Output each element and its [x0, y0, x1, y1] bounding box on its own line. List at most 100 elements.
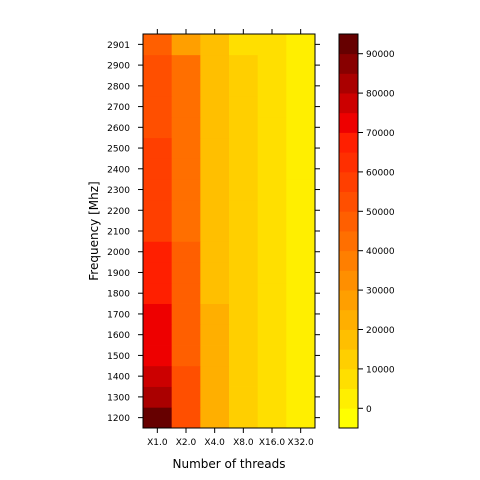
- heatmap-cell: [171, 303, 201, 325]
- colorbar-swatch: [339, 93, 358, 114]
- heatmap-cell: [171, 179, 201, 201]
- colorbar-tick-label: 0: [366, 405, 372, 415]
- colorbar-swatch: [339, 53, 358, 74]
- x-tick-label: X4.0: [204, 438, 225, 448]
- colorbar-swatch: [339, 368, 358, 389]
- heatmap-cell: [200, 324, 230, 346]
- y-tick-label: 1700: [107, 310, 130, 320]
- heatmap-cell: [286, 241, 316, 263]
- heatmap-cell: [171, 220, 201, 242]
- heatmap-cell: [200, 241, 230, 263]
- heatmap-cell: [286, 179, 316, 201]
- y-tick-label: 2901: [107, 41, 130, 51]
- heatmap-cell: [143, 324, 173, 346]
- heatmap-cell: [229, 75, 259, 97]
- heatmap-cell: [200, 262, 230, 284]
- heatmap-cell: [143, 262, 173, 284]
- y-tick-label: 2600: [107, 124, 130, 134]
- heatmap-cell: [257, 158, 287, 180]
- heatmap-cell: [286, 345, 316, 367]
- heatmap-cell: [143, 282, 173, 304]
- colorbar-tick-label: 90000: [366, 50, 395, 60]
- x-tick-label: X16.0: [259, 438, 285, 448]
- heatmap-cell: [229, 365, 259, 387]
- heatmap-cell: [143, 241, 173, 263]
- heatmap-cell: [229, 137, 259, 159]
- x-tick-label: X32.0: [288, 438, 314, 448]
- y-tick-label: 1500: [107, 352, 130, 362]
- y-tick-label: 1300: [107, 393, 130, 403]
- heatmap-cell: [143, 34, 173, 56]
- y-axis-title: Frequency [Mhz]: [87, 181, 101, 280]
- y-tick-label: 1600: [107, 331, 130, 341]
- heatmap-cell: [257, 324, 287, 346]
- heatmap-cell: [286, 303, 316, 325]
- y-tick-label: 2200: [107, 207, 130, 217]
- y-tick-label: 2100: [107, 228, 130, 238]
- heatmap-cell: [200, 407, 230, 429]
- heatmap-cell: [229, 282, 259, 304]
- plot-axes: X1.0 X2.0 X4.0 X8.0 X16.0 X32.0 1200 1300 1400 15…: [107, 29, 320, 448]
- heatmap-cell: [286, 137, 316, 159]
- colorbar-swatch: [339, 290, 358, 311]
- heatmap-cell: [257, 116, 287, 139]
- heatmap-cell: [286, 199, 316, 222]
- heatmap-cell: [200, 75, 230, 97]
- heatmap-cell: [229, 303, 259, 325]
- colorbar-swatch: [339, 171, 358, 192]
- heatmap-cell: [229, 199, 259, 222]
- heatmap-cell: [171, 75, 201, 97]
- heatmap-cell: [200, 179, 230, 201]
- heatmap-cell: [143, 179, 173, 201]
- colorbar-tick-label: 10000: [366, 365, 395, 375]
- heatmap-cell: [143, 345, 173, 367]
- heatmap-cell: [200, 220, 230, 242]
- heatmap-cell: [286, 220, 316, 242]
- heatmap-cell: [229, 407, 259, 429]
- heatmap-cell: [200, 54, 230, 76]
- heatmap-cell: [229, 116, 259, 139]
- colorbar-swatch: [339, 73, 358, 94]
- heatmap-cell: [257, 75, 287, 97]
- heatmap-cell: [257, 199, 287, 222]
- colorbar: 0 10000 20000 30000 40000 50000 60000 70000 8000…: [338, 33, 395, 429]
- heatmap-cell: [286, 386, 316, 408]
- heatmap-cell: [171, 345, 201, 367]
- colorbar-swatch: [339, 309, 358, 330]
- heatmap-cell: [143, 199, 173, 222]
- heatmap-cell: [257, 365, 287, 387]
- y-tick-label: 2700: [107, 103, 130, 113]
- x-tick-label: X2.0: [176, 438, 197, 448]
- heatmap-cell: [200, 345, 230, 367]
- colorbar-swatch: [339, 132, 358, 153]
- colorbar-frame: [338, 33, 359, 429]
- y-tick-label: 2500: [107, 145, 130, 155]
- heatmap-cell: [257, 179, 287, 201]
- heatmap-cell: [171, 158, 201, 180]
- heatmap-cell: [257, 137, 287, 159]
- heatmap-cell: [143, 303, 173, 325]
- heatmap-cell: [257, 345, 287, 367]
- colorbar-swatch: [339, 34, 358, 55]
- heatmap-cell: [257, 241, 287, 263]
- y-tick-label: 1800: [107, 290, 130, 300]
- colorbar-tick-label: 80000: [366, 90, 395, 100]
- heatmap-cell: [143, 158, 173, 180]
- heatmap-cell: [200, 199, 230, 222]
- heatmap-cell: [286, 262, 316, 284]
- colorbar-swatch: [339, 349, 358, 370]
- heatmap-cell: [143, 75, 173, 97]
- y-tick-label: 1900: [107, 269, 130, 279]
- heatmap-cell: [286, 158, 316, 180]
- heatmap-cell: [257, 262, 287, 284]
- heatmap-cell: [143, 407, 173, 429]
- x-tick-label: X8.0: [233, 438, 254, 448]
- colorbar-swatch: [339, 388, 358, 409]
- heatmap-cell: [257, 54, 287, 76]
- colorbar-swatch: [339, 329, 358, 350]
- heatmap-cell: [229, 386, 259, 408]
- heatmap-cell: [200, 282, 230, 304]
- heatmap-cell: [143, 96, 173, 118]
- colorbar-swatch: [339, 231, 358, 252]
